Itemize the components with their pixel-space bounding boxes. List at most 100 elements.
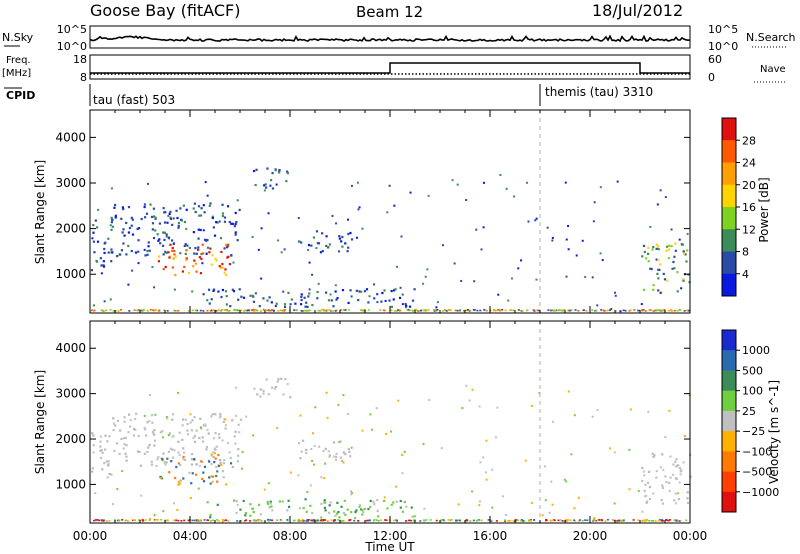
power-echo-cell (210, 298, 213, 301)
velocity-near-range-cell (293, 519, 296, 522)
velocity-near-range-cell (472, 519, 475, 522)
velocity-echo-cell (668, 409, 671, 412)
power-near-range-cell (177, 309, 180, 312)
power-near-range-cell (279, 309, 282, 312)
power-near-range-cell (157, 310, 160, 312)
power-near-range-cell (272, 309, 275, 312)
power-echo-cell (221, 262, 224, 266)
velocity-echo-cell (189, 413, 192, 416)
power-near-range-cell (562, 310, 565, 312)
velocity-echo-cell (252, 434, 255, 437)
velocity-near-range-cell (584, 519, 587, 521)
velocity-echo-cell (101, 451, 104, 455)
power-echo-cell (110, 187, 113, 190)
power-echo-cell (619, 310, 622, 313)
power-near-range-cell (663, 309, 666, 311)
velocity-near-range-cell (183, 519, 186, 522)
velocity-near-range-cell (187, 519, 190, 522)
power-echo-cell (113, 203, 117, 207)
velocity-near-range-cell (509, 519, 512, 522)
power-near-range-cell (152, 309, 155, 311)
velocity-near-range-cell (577, 520, 580, 522)
power-echo-cell (644, 257, 648, 260)
velocity-echo-cell (478, 405, 481, 408)
velocity-echo-cell (91, 470, 94, 473)
velocity-echo-cell (674, 492, 677, 495)
power-near-range-cell (459, 309, 462, 312)
velocity-echo-cell (99, 440, 102, 443)
power-near-range-cell (476, 309, 479, 312)
velocity-echo-cell (342, 461, 345, 464)
power-echo-cell (338, 234, 341, 238)
power-echo-cell (526, 181, 529, 184)
velocity-echo-cell (147, 446, 150, 449)
velocity-echo-cell (259, 513, 262, 516)
velocity-echo-cell (256, 393, 259, 396)
velocity-near-range-cell (620, 520, 623, 522)
power-echo-cell (287, 291, 290, 295)
power-near-range-cell (657, 309, 660, 311)
velocity-echo-cell (91, 432, 94, 435)
power-near-range-cell (334, 310, 337, 312)
velocity-near-range-cell (606, 518, 609, 521)
power-echo-cell (144, 216, 147, 219)
power-echo-cell (264, 183, 267, 186)
velocity-echo-cell (324, 501, 327, 504)
power-near-range-cell (676, 309, 679, 312)
velocity-echo-cell (219, 415, 222, 418)
velocity-near-range-cell (520, 519, 523, 521)
power-echo-cell (350, 238, 354, 241)
velocity-echo-cell (478, 500, 481, 503)
power-near-range-cell (560, 309, 563, 312)
power-echo-cell (662, 272, 665, 276)
power-echo-cell (158, 255, 161, 258)
power-echo-cell (398, 296, 402, 299)
power-echo-cell (567, 224, 570, 227)
velocity-echo-cell (110, 473, 113, 476)
power-echo-cell (146, 249, 149, 253)
velocity-echo-cell (274, 385, 278, 389)
velocity-echo-cell (189, 497, 192, 500)
power-echo-cell (349, 231, 352, 235)
power-echo-cell (596, 304, 599, 307)
power-echo-cell (183, 220, 187, 224)
power-near-range-cell (533, 310, 536, 312)
power-near-range-cell (411, 310, 414, 312)
velocity-colorbar-tick-label: 500 (742, 364, 763, 377)
power-echo-cell (671, 267, 674, 270)
velocity-echo-cell (259, 395, 262, 398)
velocity-near-range-cell (160, 518, 163, 521)
velocity-near-range-cell (306, 518, 309, 521)
nsky-tick-top: 10^5 (57, 23, 87, 36)
power-echo-cell (94, 219, 97, 222)
power-echo-cell (383, 289, 386, 292)
velocity-echo-cell (682, 461, 685, 464)
power-echo-cell (110, 221, 113, 224)
power-near-range-cell (538, 309, 541, 312)
power-echo-cell (277, 171, 281, 174)
velocity-echo-cell (236, 503, 239, 506)
velocity-colorbar-label: Velocity [m s^-1] (767, 380, 781, 484)
power-echo-cell (120, 217, 123, 220)
velocity-near-range-cell (652, 520, 655, 522)
velocity-echo-cell (202, 480, 206, 483)
velocity-echo-cell (648, 497, 652, 501)
power-echo-cell (92, 240, 96, 243)
velocity-echo-cell (479, 461, 482, 464)
power-echo-cell (340, 240, 343, 243)
power-echo-cell (546, 226, 549, 229)
velocity-echo-cell (216, 503, 219, 506)
velocity-echo-cell (135, 412, 138, 415)
velocity-echo-cell (212, 437, 216, 440)
velocity-colorbar-tick-label: −25 (742, 425, 765, 438)
power-echo-cell (358, 206, 361, 209)
velocity-echo-cell (573, 507, 576, 510)
power-near-range-cell (504, 309, 507, 312)
velocity-near-range-cell (310, 519, 313, 522)
power-echo-cell (646, 252, 650, 256)
power-echo-cell (365, 288, 369, 291)
velocity-echo-cell (178, 431, 181, 434)
velocity-near-range-cell (280, 519, 283, 522)
power-near-range-cell (301, 310, 304, 312)
velocity-echo-cell (107, 460, 110, 463)
